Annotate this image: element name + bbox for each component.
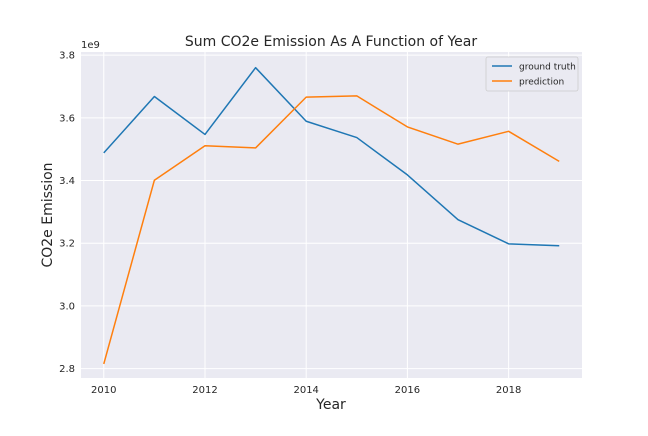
y-tick-label: 3.2	[59, 239, 75, 250]
x-axis-label: Year	[315, 397, 346, 413]
x-tick-label: 2010	[91, 385, 116, 396]
y-tick-label: 2.8	[59, 364, 75, 375]
series-line-ground-truth	[103, 66, 560, 247]
y-tick-label: 3.4	[59, 176, 75, 187]
x-tick-label: 2012	[192, 385, 217, 396]
series-lines	[103, 66, 560, 365]
x-tick-label: 2016	[395, 385, 420, 396]
grid	[81, 52, 582, 378]
plot-area	[81, 52, 582, 378]
y-tick-label: 3.6	[59, 113, 75, 124]
y-axis-label: CO2e Emission	[40, 162, 56, 267]
x-tick-label: 2018	[496, 385, 521, 396]
y-tick-label: 3.0	[59, 301, 75, 312]
series-line-prediction	[103, 95, 560, 365]
y-axis-ticks: 2.8 3.0 3.2 3.4 3.6 3.8	[59, 51, 75, 375]
legend-label: prediction	[519, 78, 564, 88]
y-axis-offset-label: 1e9	[81, 40, 100, 51]
x-tick-label: 2014	[293, 385, 318, 396]
chart-title: Sum CO2e Emission As A Function of Year	[185, 34, 478, 50]
x-axis-ticks: 2010 2012 2014 2016 2018	[91, 385, 521, 396]
legend: ground truth prediction	[485, 56, 579, 92]
legend-label: ground truth	[519, 63, 576, 73]
y-tick-label: 3.8	[59, 51, 75, 62]
